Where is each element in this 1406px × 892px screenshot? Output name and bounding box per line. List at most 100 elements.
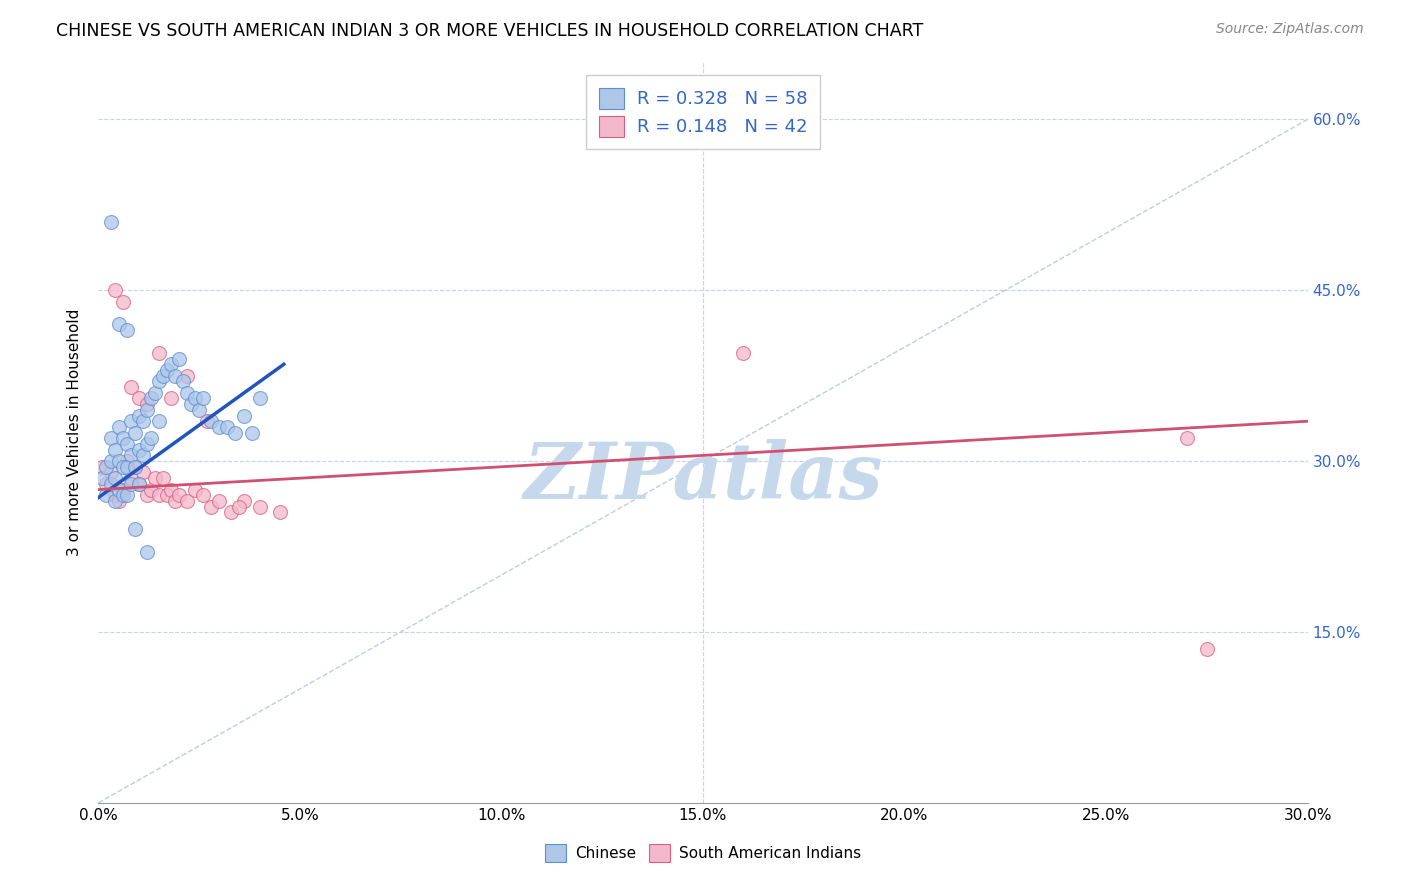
Point (180, 397, 202, 411)
Point (188, 402, 211, 417)
Point (167, 351, 190, 366)
Point (111, 431, 134, 445)
Point (135, 545, 157, 559)
Point (124, 459, 146, 474)
Point (148, 488, 170, 502)
Point (184, 483, 207, 497)
Point (249, 392, 271, 406)
Point (148, 375, 170, 389)
Point (128, 442, 150, 457)
Text: ZIPatlas: ZIPatlas (523, 439, 883, 516)
Point (107, 494, 129, 508)
Point (115, 459, 138, 474)
Point (103, 283, 125, 297)
Point (91, 471, 114, 485)
Y-axis label: 3 or more Vehicles in Household: 3 or more Vehicles in Household (67, 309, 83, 557)
Point (224, 425, 246, 440)
Point (152, 368, 174, 383)
Point (103, 494, 125, 508)
Point (232, 494, 254, 508)
Point (160, 357, 183, 371)
Point (135, 488, 157, 502)
Point (128, 392, 150, 406)
Point (221, 505, 243, 519)
Point (111, 483, 134, 497)
Point (107, 420, 129, 434)
Point (135, 437, 157, 451)
Point (103, 471, 125, 485)
Point (132, 414, 155, 428)
Point (124, 523, 146, 537)
Point (176, 385, 198, 400)
Point (176, 368, 198, 383)
Point (115, 488, 138, 502)
Point (132, 466, 155, 480)
Point (124, 459, 146, 474)
Point (100, 215, 122, 229)
Point (193, 392, 215, 406)
Text: CHINESE VS SOUTH AMERICAN INDIAN 3 OR MORE VEHICLES IN HOUSEHOLD CORRELATION CHA: CHINESE VS SOUTH AMERICAN INDIAN 3 OR MO… (56, 22, 924, 40)
Point (1195, 642, 1218, 657)
Point (96, 459, 118, 474)
Point (200, 500, 222, 514)
Point (135, 402, 157, 417)
Point (107, 454, 129, 468)
Point (156, 488, 179, 502)
Point (128, 476, 150, 491)
Point (163, 494, 186, 508)
Point (128, 409, 150, 423)
Text: Source: ZipAtlas.com: Source: ZipAtlas.com (1216, 22, 1364, 37)
Point (208, 494, 231, 508)
Point (115, 323, 138, 337)
Point (143, 385, 166, 400)
Point (167, 488, 190, 502)
Point (143, 471, 166, 485)
Point (96, 488, 118, 502)
Point (139, 431, 162, 445)
Point (193, 488, 215, 502)
Point (172, 375, 194, 389)
Point (148, 414, 170, 428)
Point (111, 294, 134, 309)
Point (200, 414, 222, 428)
Point (232, 409, 254, 423)
Point (100, 454, 122, 468)
Point (132, 449, 155, 463)
Point (96, 476, 118, 491)
Point (115, 437, 138, 451)
Point (156, 363, 179, 377)
Point (128, 476, 150, 491)
Point (184, 392, 207, 406)
Point (160, 483, 183, 497)
Point (208, 420, 231, 434)
Point (107, 318, 129, 332)
Point (240, 425, 263, 440)
Point (733, 346, 755, 360)
Point (249, 500, 271, 514)
Point (160, 392, 183, 406)
Point (176, 494, 198, 508)
Point (139, 483, 162, 497)
Point (111, 488, 134, 502)
Point (148, 346, 170, 360)
Point (120, 380, 142, 394)
Point (100, 466, 122, 480)
Point (103, 488, 125, 502)
Point (269, 505, 291, 519)
Point (100, 476, 122, 491)
Point (135, 397, 157, 411)
Point (139, 392, 162, 406)
Point (228, 500, 250, 514)
Point (120, 414, 142, 428)
Point (107, 483, 129, 497)
Point (120, 476, 142, 491)
Point (1175, 431, 1198, 445)
Point (195, 414, 218, 428)
Point (163, 368, 186, 383)
Point (91, 459, 114, 474)
Point (103, 442, 125, 457)
Point (120, 471, 142, 485)
Legend: Chinese, South American Indians: Chinese, South American Indians (537, 837, 869, 869)
Point (111, 459, 134, 474)
Point (115, 454, 138, 468)
